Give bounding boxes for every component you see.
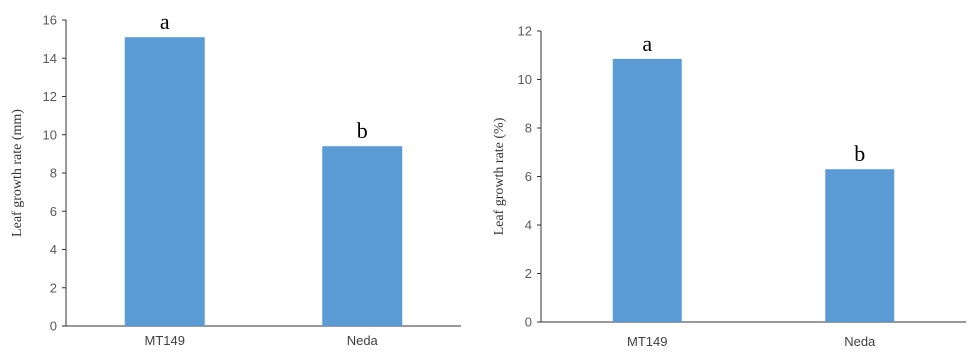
y-tick-label: 4 bbox=[50, 242, 57, 257]
y-tick-label: 2 bbox=[525, 266, 532, 281]
bar-neda bbox=[322, 146, 403, 326]
y-tick-label: 10 bbox=[518, 72, 532, 87]
chart-leaf-growth-percent: 0 2 4 6 8 10 12 a MT149 b Neda Leaf growth rate (%) bbox=[492, 24, 966, 349]
y-axis-title: Leaf growth rate (%) bbox=[492, 117, 507, 235]
significance-letter: b bbox=[357, 118, 368, 143]
bar-mt149 bbox=[124, 37, 205, 327]
x-category-label: MT149 bbox=[145, 333, 185, 348]
y-tick-label: 2 bbox=[50, 280, 57, 295]
y-tick-label: 0 bbox=[525, 315, 532, 330]
significance-letter: b bbox=[854, 141, 865, 166]
y-tick-label: 10 bbox=[43, 127, 57, 142]
y-tick-label: 4 bbox=[525, 218, 532, 233]
x-category-label: Neda bbox=[347, 333, 379, 348]
significance-letter: a bbox=[160, 9, 170, 34]
y-tick-label: 12 bbox=[43, 89, 57, 104]
y-tick-label: 12 bbox=[518, 24, 532, 39]
y-tick-label: 8 bbox=[50, 166, 57, 181]
y-tick-label: 16 bbox=[43, 13, 57, 28]
bar-neda bbox=[825, 169, 895, 322]
y-tick-label: 6 bbox=[525, 169, 532, 184]
y-tick-label: 6 bbox=[50, 204, 57, 219]
y-tick-label: 8 bbox=[525, 121, 532, 136]
x-category-label: MT149 bbox=[627, 334, 667, 349]
significance-letter: a bbox=[642, 31, 652, 56]
y-tick-label: 0 bbox=[50, 319, 57, 334]
x-category-label: Neda bbox=[844, 334, 876, 349]
y-axis-title: Leaf growth rate (mm) bbox=[10, 109, 25, 237]
y-tick-label: 14 bbox=[43, 51, 57, 66]
bar-mt149 bbox=[612, 58, 682, 322]
chart-leaf-growth-mm: 0 2 4 6 8 10 12 14 16 a MT149 b Neda Leaf growth rate… bbox=[10, 9, 461, 348]
